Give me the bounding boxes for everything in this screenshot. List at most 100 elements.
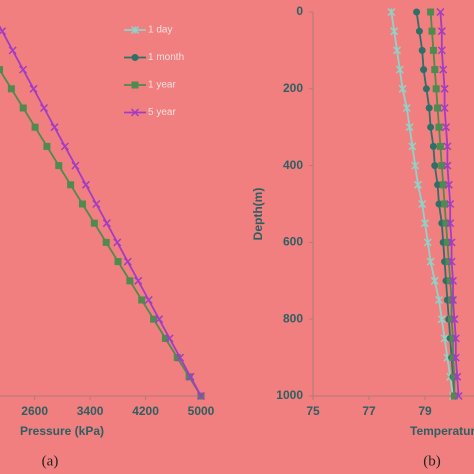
marker	[392, 46, 402, 55]
marker	[440, 334, 449, 343]
marker	[155, 315, 164, 324]
marker	[443, 161, 452, 170]
marker	[29, 84, 38, 93]
marker	[19, 104, 27, 112]
marker	[434, 295, 444, 305]
marker	[165, 334, 174, 343]
legend-label: 5 year	[148, 107, 176, 118]
marker	[405, 123, 414, 132]
marker	[453, 372, 462, 381]
legend-label: 1 day	[148, 25, 172, 36]
marker	[420, 219, 430, 228]
legend-label: 1 year	[148, 80, 176, 91]
marker	[451, 353, 460, 362]
x-tick-label: 77	[362, 404, 376, 418]
marker	[423, 238, 432, 247]
marker	[19, 65, 28, 74]
x-tick-label: 2600	[21, 404, 48, 418]
marker	[402, 103, 411, 113]
marker	[435, 123, 443, 131]
marker	[432, 85, 440, 93]
marker	[444, 180, 453, 189]
marker	[413, 8, 421, 16]
marker	[446, 277, 454, 285]
marker	[185, 373, 193, 381]
marker	[413, 180, 423, 189]
marker	[398, 84, 407, 93]
marker	[7, 85, 15, 93]
marker	[439, 181, 447, 189]
y-tick-label: 800	[283, 311, 303, 325]
x-tick-label: 4200	[132, 404, 159, 418]
marker	[431, 66, 439, 74]
marker	[422, 85, 430, 93]
marker	[427, 123, 435, 131]
marker	[430, 276, 439, 285]
marker	[443, 142, 452, 151]
marker	[434, 104, 442, 112]
marker	[451, 334, 460, 343]
marker	[443, 238, 451, 246]
marker	[441, 123, 451, 132]
marker	[446, 199, 455, 209]
marker	[439, 65, 448, 74]
marker	[450, 373, 458, 381]
marker	[418, 199, 427, 209]
marker	[55, 162, 63, 170]
marker	[418, 46, 426, 54]
marker	[436, 7, 445, 17]
marker	[90, 219, 98, 227]
x-tick-label: 5000	[188, 404, 215, 418]
y-tick-label: 400	[283, 158, 303, 172]
marker	[8, 46, 17, 55]
marker	[434, 181, 442, 189]
marker	[81, 180, 90, 189]
legend-label: 1 month	[148, 52, 184, 63]
marker	[442, 219, 450, 227]
x-axis-title: Pressure (kPa)	[20, 424, 104, 438]
marker	[134, 276, 143, 285]
marker	[144, 295, 153, 305]
marker	[60, 142, 69, 151]
marker	[130, 108, 140, 117]
marker	[78, 200, 86, 208]
marker	[435, 200, 443, 208]
marker	[425, 104, 433, 112]
marker	[437, 46, 446, 55]
x-tick-label: 75	[306, 404, 320, 418]
marker	[420, 66, 428, 74]
marker	[161, 334, 169, 342]
marker	[437, 27, 446, 36]
marker	[150, 315, 158, 323]
marker	[429, 46, 437, 54]
marker	[427, 8, 435, 16]
marker	[395, 65, 404, 74]
marker	[113, 238, 122, 247]
marker	[387, 7, 396, 17]
marker	[196, 391, 206, 401]
marker	[43, 142, 51, 150]
marker	[448, 295, 458, 305]
marker	[131, 81, 139, 89]
marker	[0, 27, 7, 36]
marker	[138, 296, 146, 304]
marker	[445, 258, 453, 266]
marker	[449, 334, 457, 342]
marker	[447, 238, 456, 247]
caption: (a)	[42, 453, 59, 469]
y-tick-label: 200	[283, 81, 303, 95]
marker	[446, 219, 455, 228]
y-tick-label: 600	[283, 235, 303, 249]
marker	[67, 181, 75, 189]
marker	[173, 354, 181, 362]
marker	[39, 103, 49, 113]
marker	[186, 372, 195, 381]
marker	[102, 238, 110, 246]
marker	[114, 258, 122, 266]
x-tick-label: 79	[418, 404, 432, 418]
marker	[431, 162, 439, 170]
marker	[411, 161, 420, 170]
marker	[126, 277, 134, 285]
